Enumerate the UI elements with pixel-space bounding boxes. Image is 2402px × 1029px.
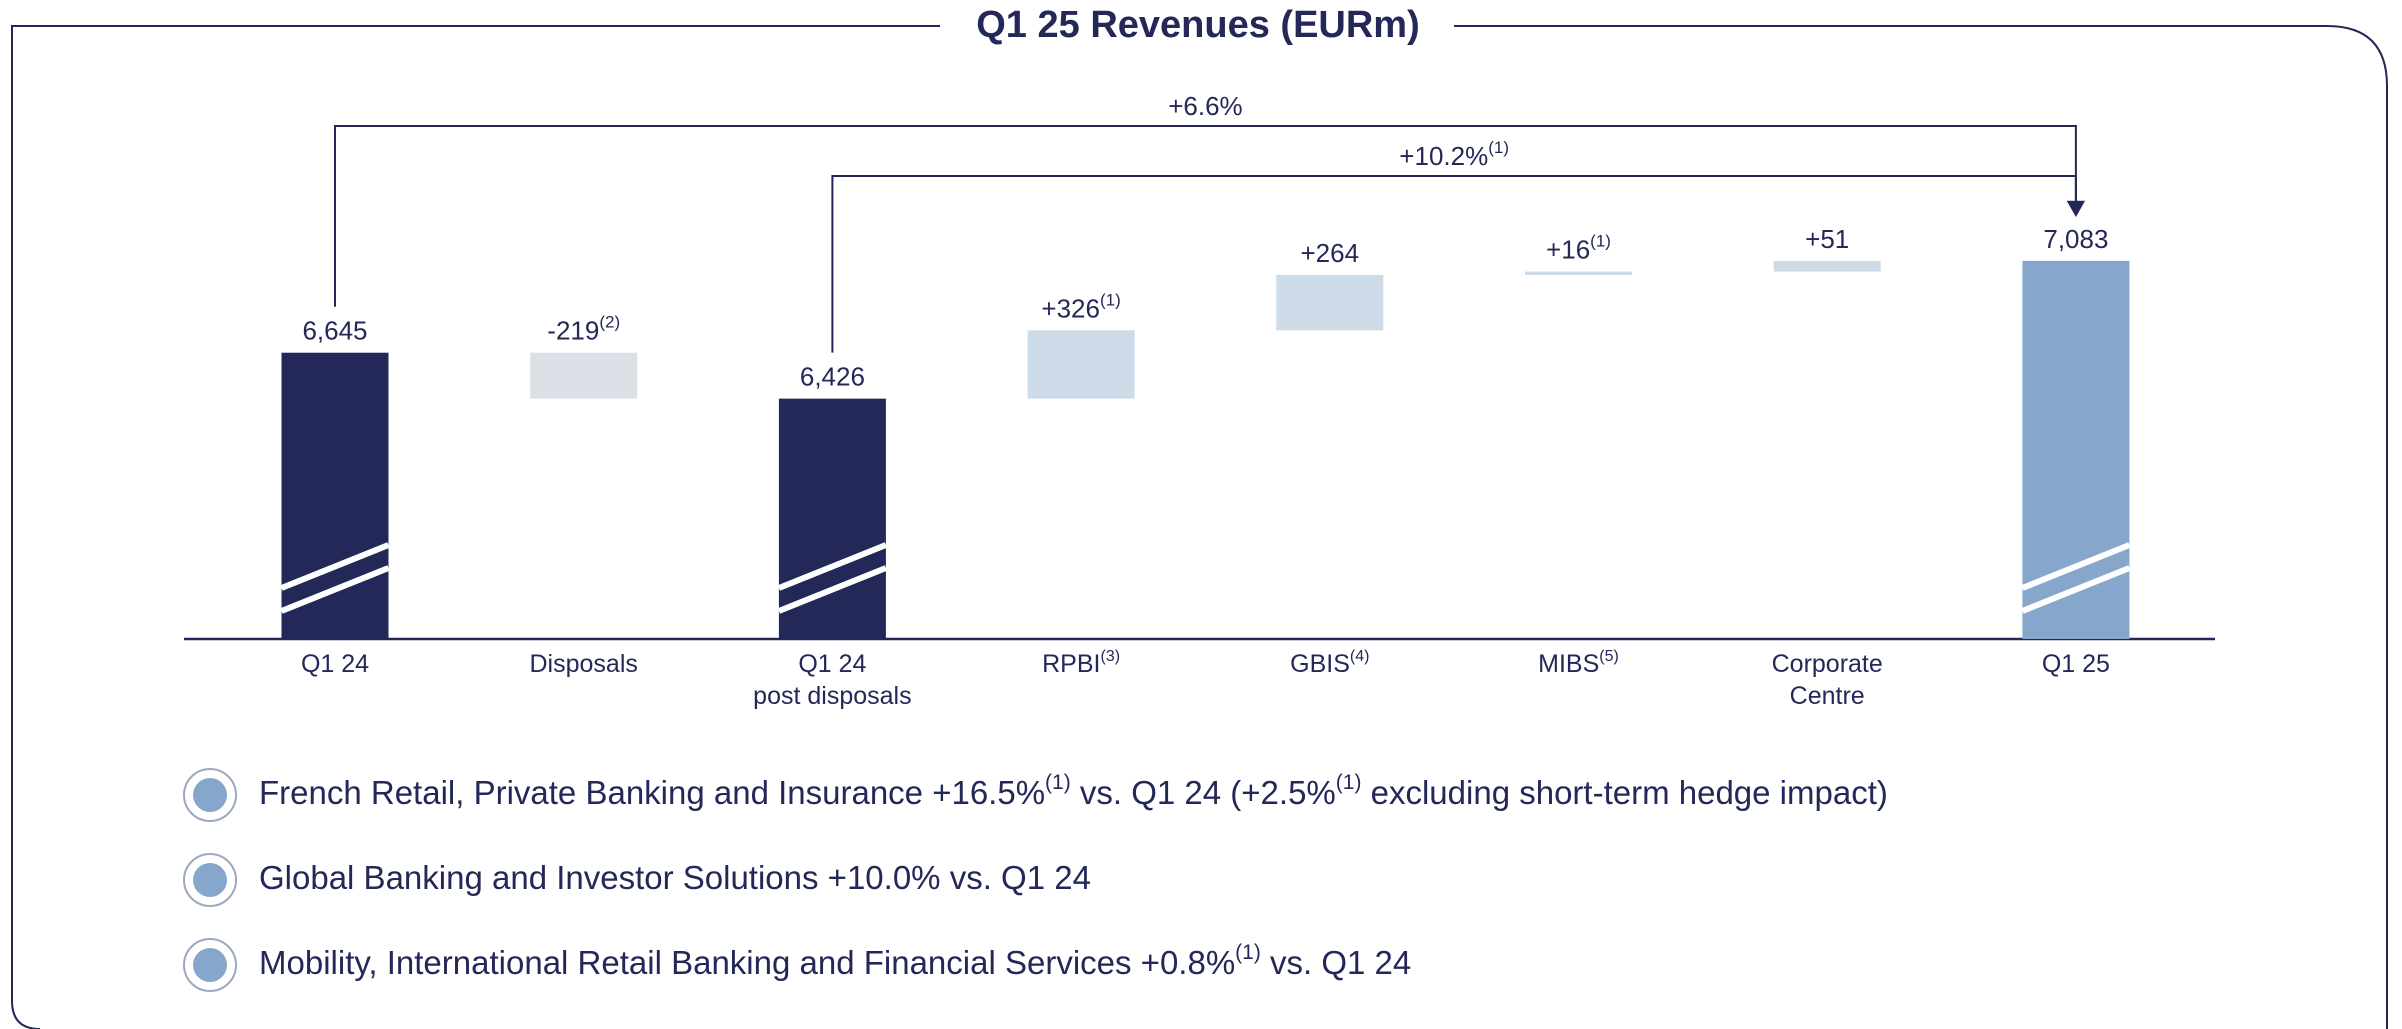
value-label: +16(1) (1546, 232, 1611, 265)
superscript-note: (1) (1488, 138, 1509, 157)
bullet-dot (193, 863, 227, 897)
x-tick-label-text: Corporate (1772, 650, 1883, 678)
x-tick-label-text: RPBI (1042, 650, 1100, 678)
value-label: -219(2) (547, 313, 620, 346)
value-label-text: +326 (1041, 293, 1100, 323)
x-tick-label: Centre (1790, 682, 1865, 710)
bullet-text-part: vs. Q1 24 (+2.5% (1071, 774, 1336, 811)
bullet-text-part: French Retail, Private Banking and Insur… (259, 774, 1045, 811)
axis-break-mark (2021, 542, 2131, 591)
annotation-bracket (334, 125, 2077, 307)
x-tick-label: Disposals (530, 650, 638, 678)
superscript-note: (1) (1336, 771, 1362, 794)
bullet-text: Mobility, International Retail Banking a… (259, 941, 1411, 981)
superscript-note: (4) (1350, 648, 1370, 665)
axis-break-mark (777, 565, 888, 614)
x-tick-label-text: Q1 24 (301, 650, 369, 678)
x-tick-label: RPBI(3) (1042, 648, 1120, 678)
bullet-text: Global Banking and Investor Solutions +1… (259, 859, 1091, 896)
superscript-note: (3) (1100, 648, 1120, 665)
axis-break-mark (280, 542, 390, 591)
bar (1027, 330, 1135, 399)
value-label-text: +16 (1546, 234, 1590, 264)
bullet-text: French Retail, Private Banking and Insur… (259, 771, 1888, 811)
superscript-note: (1) (1235, 941, 1261, 964)
value-label-text: +264 (1301, 238, 1360, 268)
annotation-text: +10.2% (1399, 141, 1488, 171)
bullet-text-part: vs. Q1 24 (1261, 944, 1411, 981)
annotation-bracket (831, 175, 2077, 353)
bar (281, 352, 389, 639)
bar (530, 352, 638, 399)
superscript-note: (1) (1045, 771, 1071, 794)
value-label: 6,645 (302, 316, 367, 346)
axis-break-mark (777, 542, 888, 591)
x-tick-label: Q1 25 (2042, 650, 2110, 678)
superscript-note: (1) (1100, 290, 1121, 309)
axis-break-mark (2021, 565, 2131, 614)
bar (778, 398, 886, 639)
x-tick-label: post disposals (753, 682, 911, 710)
value-label: +51 (1805, 224, 1849, 254)
x-tick-label-text: Centre (1790, 682, 1865, 710)
annotation-label: +6.6% (1168, 91, 1242, 121)
value-label-text: 6,645 (302, 316, 367, 346)
superscript-note: (2) (599, 313, 620, 332)
value-label: +326(1) (1041, 290, 1120, 323)
x-tick-label: Q1 24 (798, 650, 866, 678)
value-label-text: 7,083 (2043, 224, 2108, 254)
x-tick-label: GBIS(4) (1290, 648, 1369, 678)
title-backdrop (940, 4, 1454, 48)
chart-title: Q1 25 Revenues (EURm) (976, 4, 1420, 46)
bullet-text-part: Mobility, International Retail Banking a… (259, 944, 1235, 981)
x-tick-label-text: Q1 25 (2042, 650, 2110, 678)
superscript-note: (1) (1590, 232, 1611, 251)
bullet-dot (193, 948, 227, 982)
value-label: 6,426 (800, 362, 865, 392)
value-label-text: +51 (1805, 224, 1849, 254)
bullet-dot (193, 778, 227, 812)
x-tick-label-text: GBIS (1290, 650, 1350, 678)
bar (1773, 260, 1881, 272)
x-tick-label-text: Disposals (530, 650, 638, 678)
annotation-text: +6.6% (1168, 91, 1242, 121)
value-label: 7,083 (2043, 224, 2108, 254)
annotation-arrow (2066, 200, 2085, 217)
frame (11, 25, 2388, 1029)
value-label: +264 (1301, 238, 1360, 268)
bar (1525, 271, 1632, 275)
x-tick-label: Corporate (1772, 650, 1883, 678)
annotation-label: +10.2%(1) (1399, 138, 1509, 171)
axis-break-mark (280, 565, 390, 614)
x-tick-label-text: Q1 24 (798, 650, 866, 678)
superscript-note: (5) (1599, 648, 1619, 665)
value-label-text: -219 (547, 316, 599, 346)
x-tick-label-text: MIBS (1538, 650, 1599, 678)
x-tick-label: Q1 24 (301, 650, 369, 678)
bar (1276, 274, 1384, 331)
x-tick-label-text: post disposals (753, 682, 911, 710)
x-tick-label: MIBS(5) (1538, 648, 1619, 678)
bullet-text-part: Global Banking and Investor Solutions +1… (259, 859, 1091, 896)
bullet-text-part: excluding short-term hedge impact) (1361, 774, 1887, 811)
value-label-text: 6,426 (800, 362, 865, 392)
